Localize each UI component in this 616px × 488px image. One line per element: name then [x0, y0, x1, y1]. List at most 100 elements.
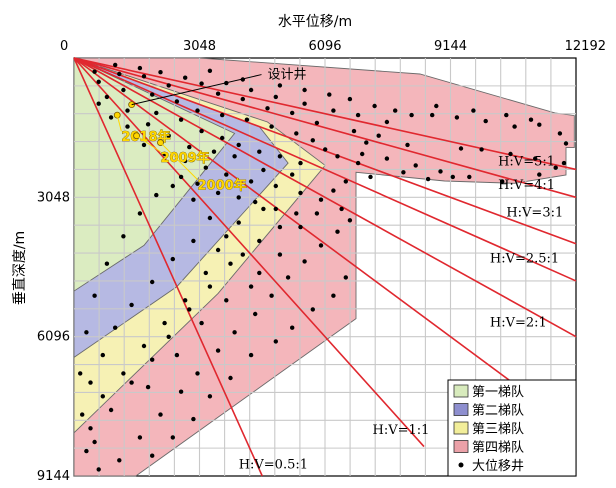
well-point — [78, 371, 83, 376]
well-point — [92, 439, 97, 445]
legend-label: 第一梯队 — [472, 385, 524, 400]
well-point — [302, 101, 307, 106]
well-point — [277, 252, 283, 257]
well-point — [183, 298, 188, 303]
well-point — [479, 147, 484, 152]
well-point — [343, 179, 348, 184]
well-point — [294, 211, 299, 216]
well-point — [100, 394, 106, 399]
well-point — [96, 79, 101, 85]
well-point — [207, 215, 213, 221]
ratio-label: H:V=1:1 — [373, 423, 430, 438]
well-point — [125, 124, 130, 129]
well-point — [166, 133, 171, 138]
well-point — [125, 108, 130, 113]
ratio-line — [73, 57, 577, 171]
well-point — [191, 416, 196, 422]
well-point — [343, 275, 348, 280]
well-point — [113, 62, 118, 68]
well-point — [183, 158, 188, 164]
well-point — [100, 352, 106, 358]
well-point — [458, 146, 464, 151]
well-point — [561, 160, 567, 166]
well-point — [183, 75, 188, 80]
well-point — [314, 211, 320, 216]
ratio-label: H:V=4:1 — [498, 178, 555, 193]
well-point — [257, 270, 262, 276]
well-point — [557, 131, 563, 136]
well-point — [174, 352, 180, 358]
well-point — [393, 108, 398, 113]
well-point — [277, 154, 283, 159]
y-axis-title: 垂直深度/m — [11, 231, 28, 305]
well-point — [537, 172, 542, 177]
well-point — [129, 380, 134, 385]
legend-swatch — [453, 421, 469, 435]
x-axis-title: 水平位移/m — [278, 14, 352, 30]
well-point — [207, 284, 213, 289]
well-point — [504, 112, 509, 118]
well-point — [117, 458, 122, 463]
well-point — [467, 174, 472, 180]
well-point — [121, 234, 126, 239]
well-point — [199, 128, 204, 134]
well-point — [195, 371, 200, 376]
y-tick-label: 9144 — [37, 469, 70, 484]
well-point — [203, 270, 208, 276]
well-point — [533, 156, 538, 161]
ratio-label: H:V=0.5:1 — [239, 458, 308, 473]
well-point — [331, 188, 336, 193]
well-point — [80, 412, 85, 417]
well-point — [277, 224, 283, 230]
well-point — [178, 174, 184, 180]
well-point — [215, 348, 221, 353]
well-point — [150, 453, 155, 458]
well-point — [199, 320, 204, 326]
well-point — [84, 330, 89, 335]
well-point — [273, 339, 278, 344]
well-point — [145, 384, 151, 390]
well-point — [166, 334, 171, 339]
well-point — [236, 220, 241, 225]
well-point — [170, 256, 175, 262]
well-point — [355, 160, 361, 166]
well-point — [290, 325, 295, 330]
well-point — [158, 70, 163, 75]
x-tick-labels: 0 3048 6096 9144 12192 — [60, 39, 606, 54]
well-point — [203, 165, 208, 170]
ratio-line — [73, 57, 577, 431]
well-point — [537, 122, 542, 127]
well-point — [323, 147, 328, 152]
well-point — [141, 74, 147, 79]
well-point — [162, 320, 167, 326]
well-point — [92, 69, 97, 74]
well-point — [248, 352, 254, 358]
well-point — [261, 167, 266, 173]
well-point — [355, 112, 361, 118]
ratio-line — [73, 57, 577, 338]
well-point — [220, 135, 225, 141]
well-point — [236, 195, 241, 200]
well-point — [310, 138, 315, 143]
well-point — [471, 108, 476, 113]
well-point — [191, 197, 196, 202]
well-point — [512, 124, 517, 129]
well-point — [273, 206, 278, 212]
well-point — [339, 206, 344, 212]
well-point — [158, 412, 163, 417]
legend-label: 第三梯队 — [472, 422, 524, 437]
well-point — [154, 110, 159, 116]
annotation-leader — [160, 142, 198, 181]
well-point — [253, 311, 258, 317]
well-point — [261, 206, 266, 212]
well-point — [224, 234, 229, 239]
well-point — [413, 163, 418, 168]
ratio-line-layer: H:V=5:1 H:V=4:1 H:V=3:1 H:V=2.5:1 H:V=2:1 H:V… — [73, 57, 577, 477]
well-point — [232, 330, 237, 335]
well-point — [331, 293, 336, 298]
well-point — [248, 179, 254, 184]
well-point — [368, 174, 373, 180]
x-tick-label: 9144 — [434, 39, 467, 54]
well-point — [170, 435, 175, 440]
